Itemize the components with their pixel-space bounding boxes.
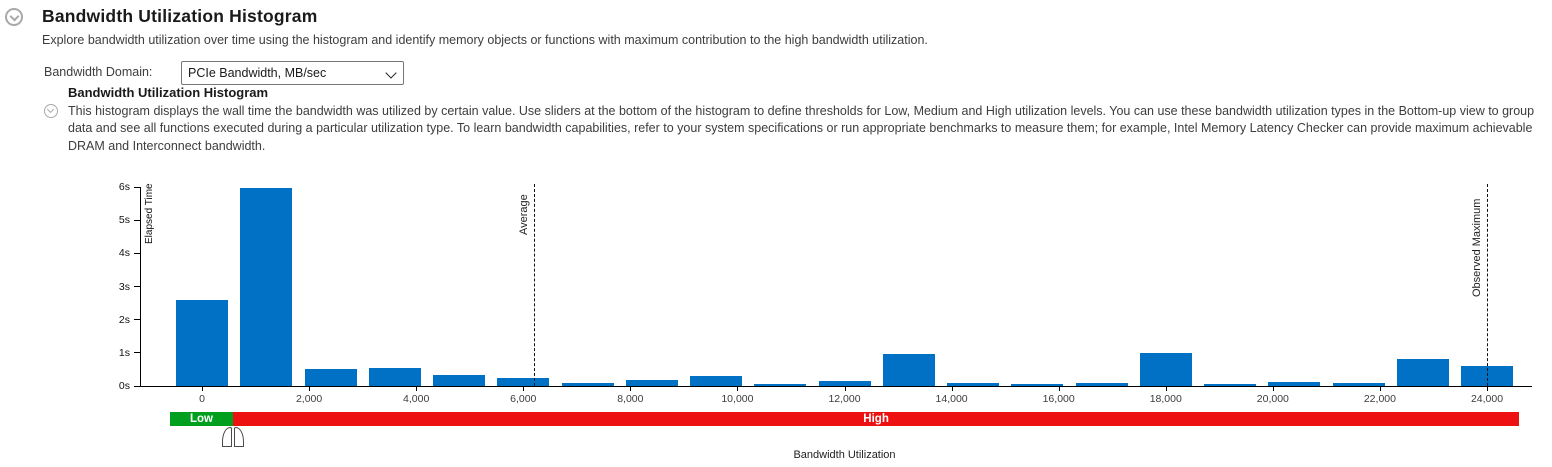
y-tick bbox=[134, 252, 140, 254]
histogram-bar bbox=[1396, 359, 1449, 386]
x-tick-label: 20,000 bbox=[1256, 393, 1289, 405]
section-description: This histogram displays the wall time th… bbox=[68, 104, 1535, 153]
histogram-bar bbox=[561, 383, 614, 386]
histogram-bar bbox=[1075, 383, 1128, 386]
y-tick bbox=[134, 352, 140, 354]
x-tick-label: 8,000 bbox=[617, 393, 644, 405]
x-tick bbox=[202, 386, 203, 391]
x-tick-label: 14,000 bbox=[935, 393, 968, 405]
observed-maximum-line bbox=[1487, 184, 1488, 386]
slider-region-label: High bbox=[863, 413, 889, 425]
y-tick bbox=[134, 286, 140, 287]
histogram-bar bbox=[497, 378, 550, 386]
section-chevron-down-circle-icon[interactable] bbox=[44, 104, 58, 118]
average-line bbox=[533, 184, 535, 386]
average-label: Average bbox=[517, 194, 530, 236]
y-tick bbox=[134, 319, 140, 321]
histogram-bar bbox=[1268, 382, 1321, 386]
x-tick bbox=[951, 386, 953, 391]
histogram-bar bbox=[433, 375, 485, 386]
y-tick bbox=[134, 186, 140, 188]
bandwidth-domain-select[interactable]: PCIe Bandwidth, MB/sec bbox=[181, 61, 404, 85]
x-tick bbox=[844, 386, 846, 391]
slider-region-low[interactable]: Low bbox=[169, 412, 234, 426]
x-tick bbox=[1487, 386, 1488, 391]
x-tick bbox=[630, 386, 632, 391]
x-tick bbox=[1165, 386, 1167, 391]
x-tick-label: 2,000 bbox=[295, 393, 323, 405]
slider-region-high[interactable]: High bbox=[233, 412, 1520, 426]
histogram-bar bbox=[1011, 384, 1064, 386]
histogram-bar bbox=[818, 381, 871, 386]
x-tick bbox=[1379, 386, 1381, 391]
histogram-bar bbox=[304, 369, 357, 386]
slider-handle-right[interactable] bbox=[234, 427, 245, 447]
x-axis bbox=[140, 386, 1532, 387]
y-tick-label: 0s bbox=[118, 380, 130, 392]
x-tick bbox=[309, 386, 311, 391]
y-tick-label: 6s bbox=[118, 181, 130, 193]
y-tick-label: 3s bbox=[118, 280, 130, 293]
x-tick-label: 24,000 bbox=[1470, 393, 1504, 405]
histogram-bar bbox=[1332, 383, 1385, 386]
x-tick-label: 22,000 bbox=[1363, 393, 1396, 405]
histogram-bar bbox=[176, 300, 228, 386]
y-tick-label: 2s bbox=[118, 313, 130, 326]
chevron-down-circle-icon[interactable] bbox=[5, 8, 23, 26]
histogram-bar bbox=[882, 354, 935, 386]
x-tick bbox=[737, 386, 739, 391]
y-tick-label: 1s bbox=[118, 346, 130, 359]
x-tick-label: 12,000 bbox=[828, 393, 861, 405]
x-tick-label: 6,000 bbox=[510, 393, 537, 405]
histogram-bar bbox=[1204, 384, 1256, 386]
observed-maximum-label: Observed Maximum bbox=[1471, 198, 1483, 298]
x-axis-title: Bandwidth Utilization bbox=[793, 449, 896, 461]
x-tick-label: 10,000 bbox=[721, 393, 754, 405]
x-tick-label: 18,000 bbox=[1149, 393, 1182, 405]
y-tick bbox=[134, 385, 140, 387]
x-tick-label: 0 bbox=[199, 393, 205, 405]
slider-handle-left[interactable] bbox=[222, 427, 233, 447]
x-tick bbox=[416, 386, 418, 391]
section-title: Bandwidth Utilization Histogram bbox=[68, 85, 269, 100]
bandwidth-domain-label: Bandwidth Domain: bbox=[44, 65, 153, 79]
histogram-bar bbox=[240, 188, 293, 386]
slider-region-label: Low bbox=[189, 413, 213, 425]
histogram-bar bbox=[625, 380, 678, 386]
x-tick bbox=[523, 386, 525, 391]
y-axis-title: Elapsed Time bbox=[144, 183, 155, 244]
histogram-chart: 0s 1s 2s 3s 4s 5s 6s 0 2,000 4,000 6,000 8,000 10,00… bbox=[0, 175, 1552, 467]
y-axis bbox=[140, 187, 141, 386]
y-tick-label: 4s bbox=[118, 247, 130, 260]
histogram-bar bbox=[1139, 353, 1192, 386]
histogram-bar bbox=[368, 368, 421, 386]
x-tick bbox=[1058, 386, 1060, 391]
x-tick-label: 4,000 bbox=[403, 393, 430, 405]
x-tick-label: 16,000 bbox=[1042, 393, 1075, 405]
histogram-bar bbox=[754, 384, 807, 386]
y-tick-label: 5s bbox=[118, 214, 130, 227]
y-tick bbox=[134, 219, 140, 221]
page-description: Explore bandwidth utilization over time … bbox=[42, 33, 928, 47]
histogram-bar bbox=[690, 376, 742, 386]
histogram-bar bbox=[947, 383, 999, 386]
x-tick bbox=[1272, 386, 1274, 391]
page-title: Bandwidth Utilization Histogram bbox=[42, 6, 318, 26]
